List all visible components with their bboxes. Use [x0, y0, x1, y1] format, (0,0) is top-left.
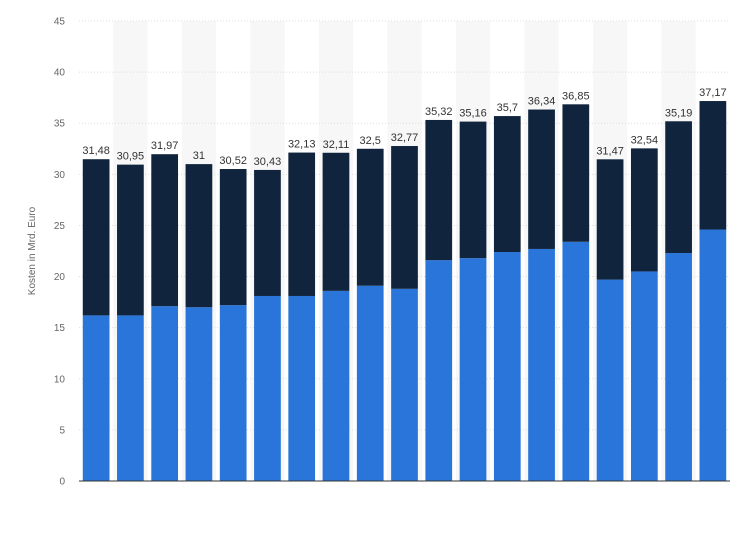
- data-labels: 31,48 30,95 31,97 31 30,52 30,43 32,13 32,11 32,…: [82, 87, 726, 168]
- bar-segment-upper: [425, 119, 453, 261]
- bar-segment-lower: [699, 229, 727, 481]
- bar-total-label: 32,13: [288, 139, 316, 151]
- bar-segment-lower: [391, 288, 418, 481]
- y-axis-title: Kosten in Mrd. Euro: [27, 206, 38, 295]
- bar-total-label: 35,32: [425, 106, 453, 118]
- y-tick-label: 45: [54, 17, 66, 28]
- bar-segment-lower: [117, 315, 144, 481]
- bar-segment-upper: [288, 152, 316, 296]
- y-tick-label: 40: [54, 68, 66, 79]
- bar-segment-upper: [185, 164, 213, 308]
- bar-segment-lower: [288, 295, 316, 481]
- bar-total-label: 30,95: [117, 151, 145, 163]
- bar-segment-lower: [425, 260, 453, 481]
- bar-segment-upper: [117, 164, 144, 316]
- bar-total-label: 31,97: [151, 140, 179, 152]
- bar-segment-lower: [322, 290, 350, 481]
- bar-total-label: 30,52: [219, 155, 247, 167]
- bar-total-label: 35,16: [459, 108, 487, 120]
- y-tick-label: 10: [54, 374, 66, 385]
- bar-total-label: 32,54: [631, 134, 659, 146]
- bar-segment-upper: [391, 146, 418, 289]
- bar-segment-lower: [528, 248, 555, 481]
- y-tick-label: 15: [54, 323, 66, 334]
- bar-segment-upper: [493, 116, 521, 253]
- bar-segment-lower: [665, 253, 692, 481]
- bar-segment-lower: [630, 271, 658, 481]
- bar-segment-upper: [356, 148, 384, 286]
- bar-total-label: 31: [193, 150, 205, 162]
- bar-total-label: 30,43: [254, 156, 282, 168]
- bar-total-label: 36,34: [528, 96, 556, 108]
- y-tick-label: 0: [59, 477, 65, 488]
- bar-segment-lower: [493, 252, 521, 481]
- y-tick-label: 35: [54, 119, 66, 130]
- bar-segment-lower: [459, 258, 487, 481]
- bar-total-label: 35,7: [497, 102, 518, 114]
- bar-segment-lower: [82, 315, 110, 481]
- bar-total-label: 31,48: [82, 145, 110, 157]
- bar-segment-upper: [562, 104, 590, 242]
- bar-total-label: 35,19: [665, 107, 693, 119]
- bar-segment-upper: [596, 159, 624, 280]
- y-tick-label: 25: [54, 221, 66, 232]
- y-tick-label: 20: [54, 272, 66, 283]
- bar-total-label: 32,5: [360, 135, 381, 147]
- bar-segment-upper: [630, 148, 658, 272]
- bar-segment-upper: [151, 154, 179, 307]
- bar-segment-lower: [185, 307, 213, 481]
- bar-segment-upper: [459, 121, 487, 259]
- bar-segment-lower: [356, 285, 384, 481]
- bar-total-label: 31,47: [596, 145, 624, 157]
- bar-segment-upper: [254, 169, 281, 296]
- bar-total-label: 37,17: [699, 87, 727, 99]
- bar-total-label: 32,77: [391, 132, 419, 144]
- bars: [82, 101, 727, 481]
- bar-total-label: 36,85: [562, 90, 590, 102]
- y-tick-label: 5: [59, 425, 65, 436]
- bar-segment-upper: [322, 152, 350, 291]
- bar-total-label: 32,11: [323, 139, 350, 151]
- bar-segment-lower: [219, 305, 247, 481]
- bar-segment-upper: [665, 121, 692, 254]
- bar-segment-upper: [82, 159, 110, 316]
- y-tick-label: 30: [54, 170, 66, 181]
- bar-segment-upper: [219, 169, 247, 306]
- bar-segment-upper: [699, 101, 727, 230]
- y-axis-ticks: 0 5 10 15 20 25 30 35 40 45: [54, 17, 66, 488]
- bar-segment-lower: [596, 279, 624, 481]
- bar-segment-lower: [151, 306, 179, 481]
- bar-segment-lower: [254, 295, 281, 481]
- bar-segment-upper: [528, 109, 555, 249]
- bar-segment-lower: [562, 241, 590, 481]
